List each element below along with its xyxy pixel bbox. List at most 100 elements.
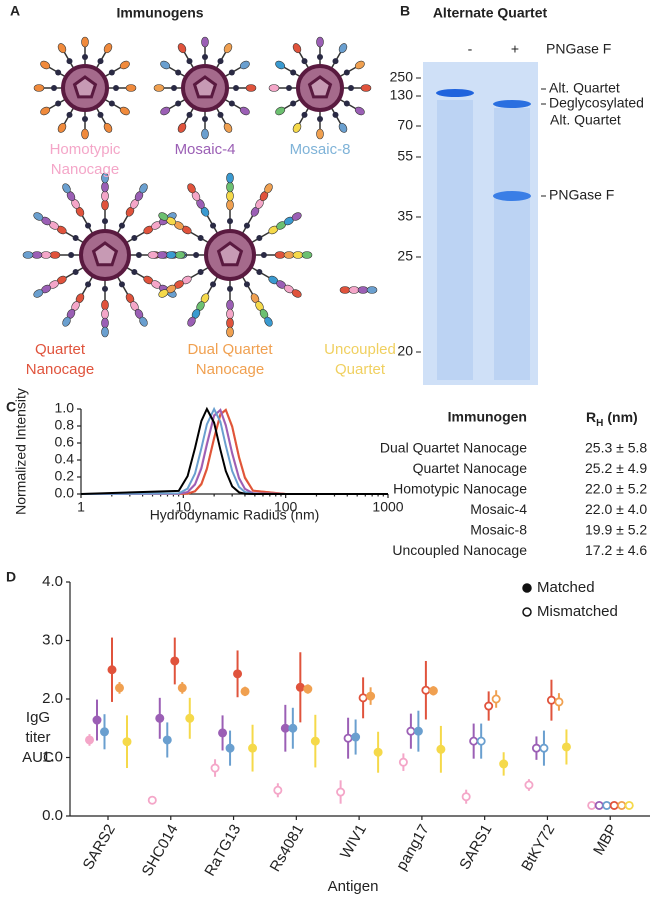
bead [186,58,193,65]
bead [228,100,235,107]
dot [185,713,195,723]
dot [373,747,383,757]
antigen [187,316,196,327]
band-label: Deglycosylated [549,95,644,111]
bead [233,85,239,91]
table-cell: 22.0 ± 5.2 [585,481,647,497]
antigen [354,106,365,116]
cage-face [216,241,244,267]
bead [102,285,108,292]
dot [240,686,250,696]
antigen [291,289,302,298]
table-cell: 22.0 ± 4.0 [585,501,647,517]
cage-face [192,75,218,99]
bead [131,268,138,275]
y-axis-label: titer [25,729,50,746]
bead [332,58,339,65]
dot [491,694,501,704]
immunogen-label: Mosaic-8 [290,141,351,158]
antigen [316,128,324,140]
bead [102,218,108,225]
table-header: Immunogen [448,409,527,425]
y-tick-label: 1.0 [42,748,63,765]
x-tick-label: MBP [590,821,621,858]
antigen [156,251,168,259]
bead [202,116,208,122]
bead [66,58,73,65]
bead [228,69,235,76]
dot [531,743,541,753]
table-cell: Quartet Nanocage [413,460,528,476]
table-cell: Uncoupled Nanocage [392,542,527,558]
x-axis-label: Antigen [328,878,379,895]
x-tick-label: 10 [176,499,192,515]
dot [280,723,290,733]
bead [217,58,224,65]
antigen [187,183,196,194]
legend-label: Mismatched [537,603,618,620]
marker-label: 130 [390,87,414,103]
dot [336,787,346,797]
gel-band [493,191,531,201]
antigen [62,316,71,327]
antigen [49,251,61,259]
dot [358,693,368,703]
antigen [177,122,187,133]
header-part: R [586,409,596,425]
antigen [40,106,51,116]
antigen [360,84,372,92]
immunogen-label: Homotypic [50,141,121,158]
panel-letter: B [400,3,410,19]
immunogen-label: Mosaic-4 [175,141,236,158]
antigen [226,199,234,211]
dot [476,736,486,746]
antigen [264,316,273,327]
antigen [226,308,234,320]
antigen [245,84,257,92]
antigen [201,128,209,140]
dot [295,682,305,692]
antigen [338,43,348,54]
dot [461,792,471,802]
bead [113,85,119,91]
y-tick-label: 0.0 [55,485,75,501]
bead [55,100,62,107]
marker-label: 20 [397,343,413,359]
antigen [101,190,109,202]
table-cell: 25.2 ± 4.9 [585,460,647,476]
antigen [62,183,71,194]
marker-label: 35 [397,208,413,224]
marker-label: 55 [397,148,413,164]
dot [609,800,619,810]
dot [539,743,549,753]
bead [55,69,62,76]
bead [66,111,73,118]
antigen [103,122,113,133]
dot [210,763,220,773]
dot [218,728,228,738]
x-tick-label: WIV1 [337,821,370,861]
antigen [223,122,233,133]
cage-face [307,75,333,99]
legend-label: Matched [537,579,595,596]
line [80,409,388,495]
dot [602,800,612,810]
immunogen-label: Dual Quartet [187,341,273,358]
antigen [119,60,130,70]
antigen [101,172,109,184]
bead [175,100,182,107]
bead [82,54,88,60]
table-header: RH (nm) [586,409,638,429]
immunogen-label: Nanocage [51,161,119,178]
dot [273,785,283,795]
bead [317,116,323,122]
antigen [101,308,109,320]
antigen [291,212,302,221]
dot [499,759,509,769]
dot [436,744,446,754]
antigen [81,36,89,48]
antigen [31,251,43,259]
antigen [57,122,67,133]
dot [248,743,258,753]
bead [243,281,250,288]
